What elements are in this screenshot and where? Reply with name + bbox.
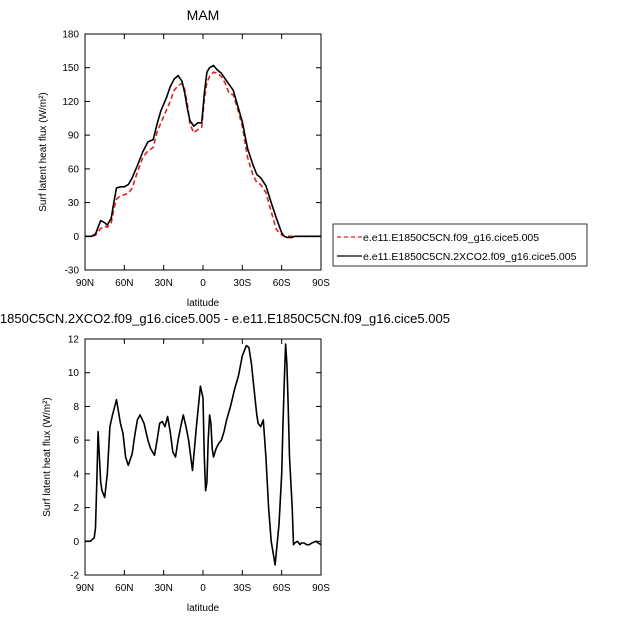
legend-frame (332, 223, 588, 267)
panel-bottom-y-axis: -2 0 2 4 6 8 10 12 Surf latent heat flux (W/m²) (42, 335, 321, 582)
x-tick-label: 90S (312, 583, 330, 594)
x-tick-label: 0 (200, 583, 206, 594)
panel-bottom-plot-frame (84, 338, 322, 576)
x-tick-label: 30N (154, 583, 172, 594)
y-tick-label: 2 (73, 503, 79, 514)
y-tick-label: 60 (68, 164, 80, 175)
x-tick-label: 0 (200, 278, 206, 289)
y-tick-label: 4 (73, 469, 79, 480)
series-line-0 (85, 71, 321, 238)
legend-label-2xco2: e.e11.E1850C5CN.2XCO2.f09_g16.cice5.005 (363, 251, 577, 263)
y-tick-label: 0 (73, 232, 79, 243)
x-tick-label: 30S (233, 278, 251, 289)
panel-top: MAM -30 0 30 60 90 120 150 180 Surf latent heat… (38, 7, 330, 309)
y-tick-label: 6 (73, 436, 79, 447)
x-tick-label: 60N (115, 583, 133, 594)
x-tick-label: 30S (233, 583, 251, 594)
y-tick-label: 120 (62, 97, 79, 108)
y-tick-label: -2 (70, 571, 79, 582)
y-tick-label: 12 (68, 335, 80, 346)
y-tick-label: 8 (73, 402, 79, 413)
y-tick-label: 150 (62, 63, 79, 74)
panel-top-x-axis: 90N 60N 30N 0 30S 60S 90S latitude (76, 34, 330, 309)
legend-label-control: e.e11.E1850C5CN.f09_g16.cice5.005 (363, 232, 539, 244)
panel-top-plot-frame (84, 33, 322, 271)
panel-top-series-group (85, 64, 321, 239)
panel-bottom-x-axis-label: latitude (187, 603, 220, 614)
series-line-1 (85, 64, 321, 239)
y-tick-label: 30 (68, 198, 80, 209)
x-tick-label: 30N (154, 278, 172, 289)
x-tick-label: 60S (273, 583, 291, 594)
x-tick-label: 60N (115, 278, 133, 289)
panel-bottom-y-axis-label: Surf latent heat flux (W/m²) (42, 397, 53, 516)
panel-top-y-axis: -30 0 30 60 90 120 150 180 Surf latent heat flu… (38, 30, 321, 277)
x-tick-label: 90N (76, 583, 94, 594)
legend: e.e11.E1850C5CN.f09_g16.cice5.005 e.e11.… (332, 223, 588, 267)
panel-top-title: MAM (187, 7, 220, 23)
panel-top-x-axis-label: latitude (187, 298, 220, 309)
panel-bottom-x-axis: 90N 60N 30N 0 30S 60S 90S latitude (76, 339, 330, 614)
x-tick-label: 60S (273, 278, 291, 289)
panel-bottom-series-group (85, 343, 322, 566)
y-tick-label: 180 (62, 30, 79, 41)
y-tick-label: -30 (65, 266, 80, 277)
panel-bottom-title: e.e11.E1850C5CN.2XCO2.f09_g16.cice5.005 … (0, 311, 450, 326)
y-tick-label: 0 (73, 537, 79, 548)
x-tick-label: 90S (312, 278, 330, 289)
panel-top-y-axis-label: Surf latent heat flux (W/m²) (38, 92, 49, 211)
panel-bottom: e.e11.E1850C5CN.2XCO2.f09_g16.cice5.005 … (0, 311, 450, 614)
x-tick-label: 90N (76, 278, 94, 289)
series-line-0 (85, 343, 322, 566)
y-tick-label: 10 (68, 368, 80, 379)
y-tick-label: 90 (68, 131, 80, 142)
